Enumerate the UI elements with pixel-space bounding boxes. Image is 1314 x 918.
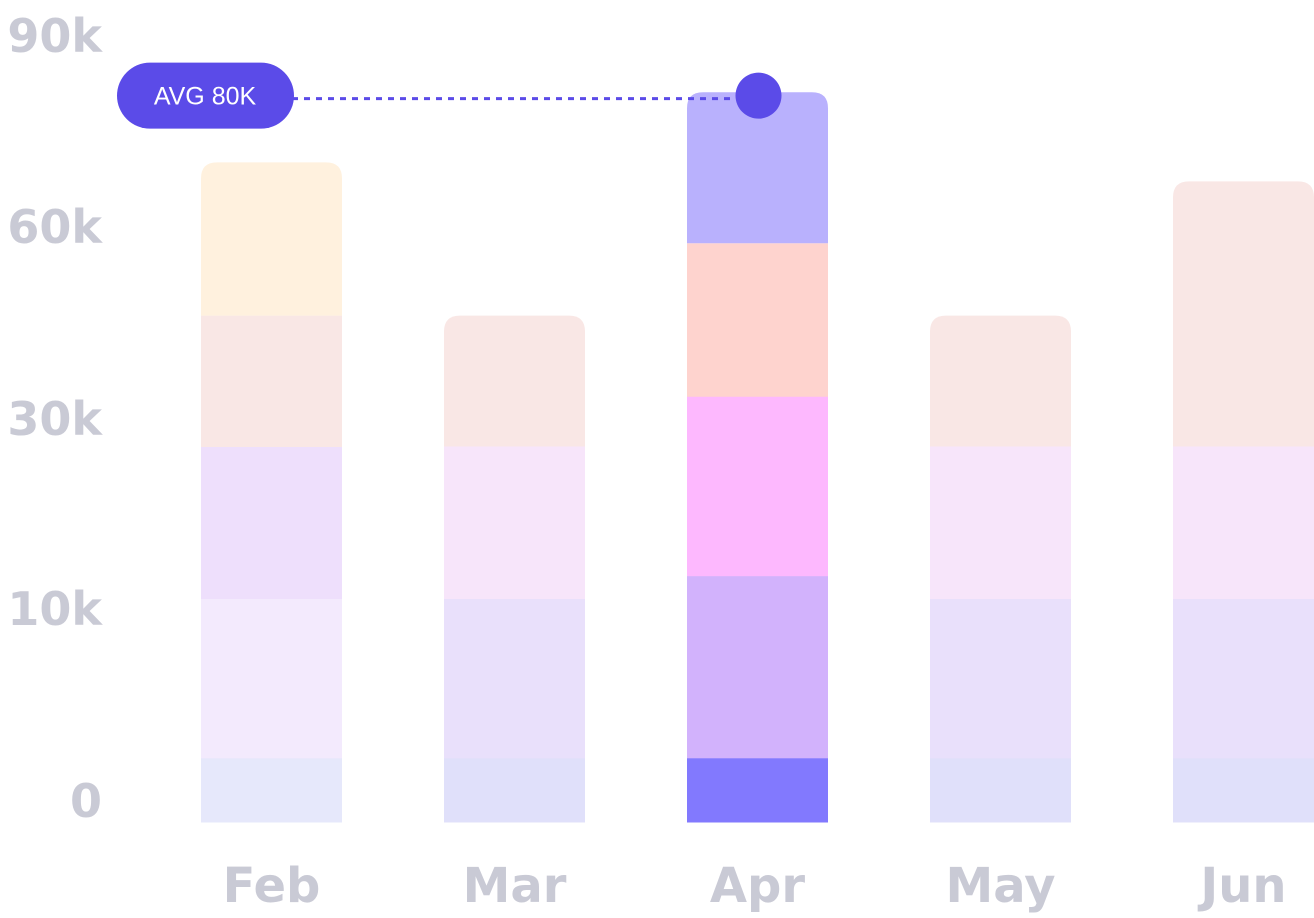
bar-segment [444, 446, 585, 599]
bars [201, 92, 1314, 823]
x-axis: Feb Mar Apr May Jun [223, 858, 1287, 914]
y-tick-label: 30k [7, 392, 103, 446]
bar-apr[interactable] [687, 92, 828, 823]
y-axis: 0 10k 30k 60k 90k [7, 9, 103, 828]
bar-segment [1173, 446, 1314, 599]
bar-segment [201, 446, 342, 599]
bar-segment [930, 757, 1071, 823]
bar-segment [201, 757, 342, 823]
y-tick-label: 0 [70, 774, 102, 828]
bar-segment [687, 757, 828, 823]
bar-segment [1173, 598, 1314, 759]
y-tick-label: 90k [7, 9, 103, 63]
average-label: AVG 80K [154, 83, 257, 111]
bar-segment [201, 315, 342, 447]
y-tick-label: 60k [7, 200, 103, 254]
bar-jun[interactable] [1173, 181, 1314, 823]
bar-segment [930, 598, 1071, 759]
x-tick-label: Mar [463, 858, 567, 914]
bar-feb[interactable] [201, 162, 342, 823]
y-tick-label: 10k [7, 582, 103, 636]
x-tick-label: Jun [1197, 858, 1286, 914]
bar-may[interactable] [930, 315, 1071, 823]
bar-segment [1173, 181, 1314, 447]
average-marker [735, 72, 782, 119]
bar-segment [444, 598, 585, 759]
bar-segment [687, 575, 828, 759]
average-badge [117, 62, 294, 129]
bar-segment [930, 315, 1071, 447]
bar-segment [687, 396, 828, 577]
bar-segment [444, 757, 585, 823]
x-tick-label: Feb [223, 858, 321, 914]
bar-mar[interactable] [444, 315, 585, 823]
bar-segment [201, 598, 342, 759]
bar-segment [687, 92, 828, 244]
bar-segment [687, 243, 828, 397]
bar-segment [201, 162, 342, 316]
average-annotation: AVG 80K [117, 62, 782, 129]
bar-segment [444, 315, 585, 447]
bar-segment [1173, 757, 1314, 823]
x-tick-label: Apr [710, 858, 806, 914]
x-tick-label: May [946, 858, 1056, 914]
bar-segment [930, 446, 1071, 599]
